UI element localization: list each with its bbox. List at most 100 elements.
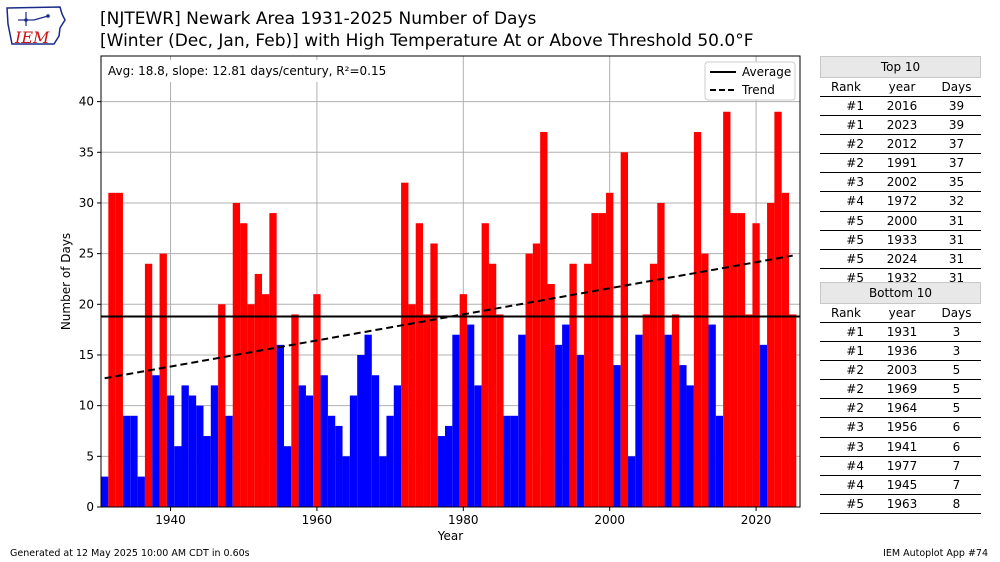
bar-1982 [474, 385, 482, 507]
bar-2014 [708, 324, 716, 507]
bottom10-row: #2 1964 5 [820, 399, 981, 419]
bottom10-rank-cell: #3 [846, 439, 864, 454]
bar-1970 [386, 415, 394, 507]
bar-2024 [781, 192, 790, 507]
bar-2001 [613, 365, 621, 507]
bar-1981 [466, 324, 475, 507]
bottom10-year-cell: 1941 [886, 439, 918, 454]
bar-1989 [525, 253, 533, 507]
stats-box: Avg: 18.8, slope: 12.81 days/century, R²… [103, 60, 386, 82]
top10-rank-cell: #1 [846, 118, 864, 133]
iem-logo: IEM [6, 6, 66, 47]
top10-rank-cell: #5 [846, 232, 864, 247]
bar-2016 [723, 111, 731, 507]
chart-title-line-1: [NJTEWR] Newark Area 1931-2025 Number of… [100, 9, 537, 29]
bar-1990 [532, 243, 541, 507]
bottom10-row: #1 1931 3 [820, 323, 981, 343]
bottom10-days-cell: 8 [952, 496, 961, 511]
bar-2022 [767, 202, 775, 507]
bar-2023 [774, 111, 782, 507]
bar-2009 [671, 314, 680, 507]
bottom10-days-cell: 7 [952, 458, 961, 473]
top10-days-cell: 31 [948, 251, 965, 266]
bar-2020 [752, 223, 760, 507]
x-tick-label: 2000 [594, 513, 625, 527]
generated-timestamp: Generated at 12 May 2025 10:00 AM CDT in… [10, 548, 250, 559]
top10-title: Top 10 [820, 56, 981, 78]
bar-1962 [327, 415, 336, 507]
bar-2005 [642, 314, 650, 507]
bottom10-row: #4 1977 7 [820, 457, 981, 476]
bar-1969 [379, 456, 387, 507]
y-tick-label: 20 [79, 297, 94, 311]
bar-1988 [518, 334, 526, 507]
bottom10-year-cell: 1977 [886, 458, 918, 473]
top10-days-cell: 39 [948, 99, 965, 113]
top10-rank-cell: #2 [846, 137, 864, 152]
bottom10-rank-cell: #2 [846, 382, 864, 397]
bar-1945 [203, 436, 211, 507]
top10-days-cell: 32 [948, 194, 965, 209]
bottom10-row: #5 1963 8 [820, 495, 981, 514]
bar-2021 [759, 344, 768, 507]
bar-1942 [181, 385, 189, 507]
y-tick-label: 15 [79, 348, 94, 362]
legend-average-label: Average [742, 65, 791, 79]
top10-year-cell: 2024 [886, 251, 918, 266]
legend-trend-label: Trend [741, 83, 775, 97]
bar-2004 [635, 334, 643, 507]
bar-1961 [320, 375, 328, 507]
bottom10-year-cell: 1964 [886, 401, 918, 416]
bottom10-column-headers: Rank year Days [820, 304, 981, 323]
bar-1967 [364, 334, 372, 507]
bar-chart: 1940 1960 1980 2000 2020 0 5 10 15 20 25 30 35 40 Yea… [59, 55, 801, 543]
bar-2010 [679, 365, 687, 507]
top10-row: #2 2012 37 [820, 135, 981, 155]
bar-1955 [276, 344, 284, 507]
bar-2006 [649, 263, 658, 507]
bottom10-year-cell: 2003 [886, 363, 918, 378]
top10-rank-cell: #5 [846, 213, 864, 228]
bar-1980 [459, 294, 467, 507]
bar-1997 [584, 263, 592, 507]
bar-1938 [152, 375, 160, 507]
bar-1972 [401, 182, 409, 507]
top10-row: #5 2024 31 [820, 250, 981, 269]
bar-2012 [693, 132, 702, 507]
bottom10-rank-cell: #4 [846, 477, 864, 492]
top10-column-headers: Rank year Days [820, 78, 981, 97]
bar-1999 [598, 213, 607, 507]
bar-1932 [108, 192, 116, 507]
y-tick-label: 0 [86, 500, 94, 514]
plot-frame [100, 55, 801, 508]
top10-rank-cell: #2 [846, 156, 864, 171]
top10-row: #3 2002 35 [820, 173, 981, 193]
top10-rank-cell: #4 [846, 194, 864, 209]
bar-1957 [291, 314, 299, 507]
bar-1998 [591, 213, 599, 507]
bottom10-rank-cell: #2 [846, 363, 864, 378]
top10-row: #4 1972 32 [820, 192, 981, 212]
bar-1960 [313, 294, 321, 507]
bar-2000 [606, 192, 614, 507]
col-rank: Rank [831, 306, 861, 320]
bar-1994 [562, 324, 570, 507]
bottom10-rank-cell: #1 [846, 325, 864, 339]
bar-1992 [547, 284, 555, 507]
bottom10-days-cell: 3 [952, 325, 961, 339]
y-tick-label: 10 [79, 399, 94, 413]
bar-2011 [686, 385, 694, 507]
x-tick-label: 2020 [741, 513, 772, 527]
bar-1956 [283, 446, 292, 507]
bar-1991 [540, 132, 548, 507]
col-days: Days [941, 306, 972, 320]
logo-text: IEM [14, 28, 50, 47]
bottom10-row: #2 1969 5 [820, 380, 981, 400]
bar-1958 [298, 385, 306, 507]
bar-1953 [262, 294, 270, 507]
chart-title-line-2: [Winter (Dec, Jan, Feb)] with High Tempe… [100, 31, 754, 51]
bar-2003 [627, 456, 636, 507]
bottom10-table: Bottom 10 Rank year Days #1 1931 3 #1 1936 3 #… [820, 282, 981, 514]
y-tick-label: 25 [79, 247, 94, 261]
iowa-outline-icon [6, 6, 66, 45]
